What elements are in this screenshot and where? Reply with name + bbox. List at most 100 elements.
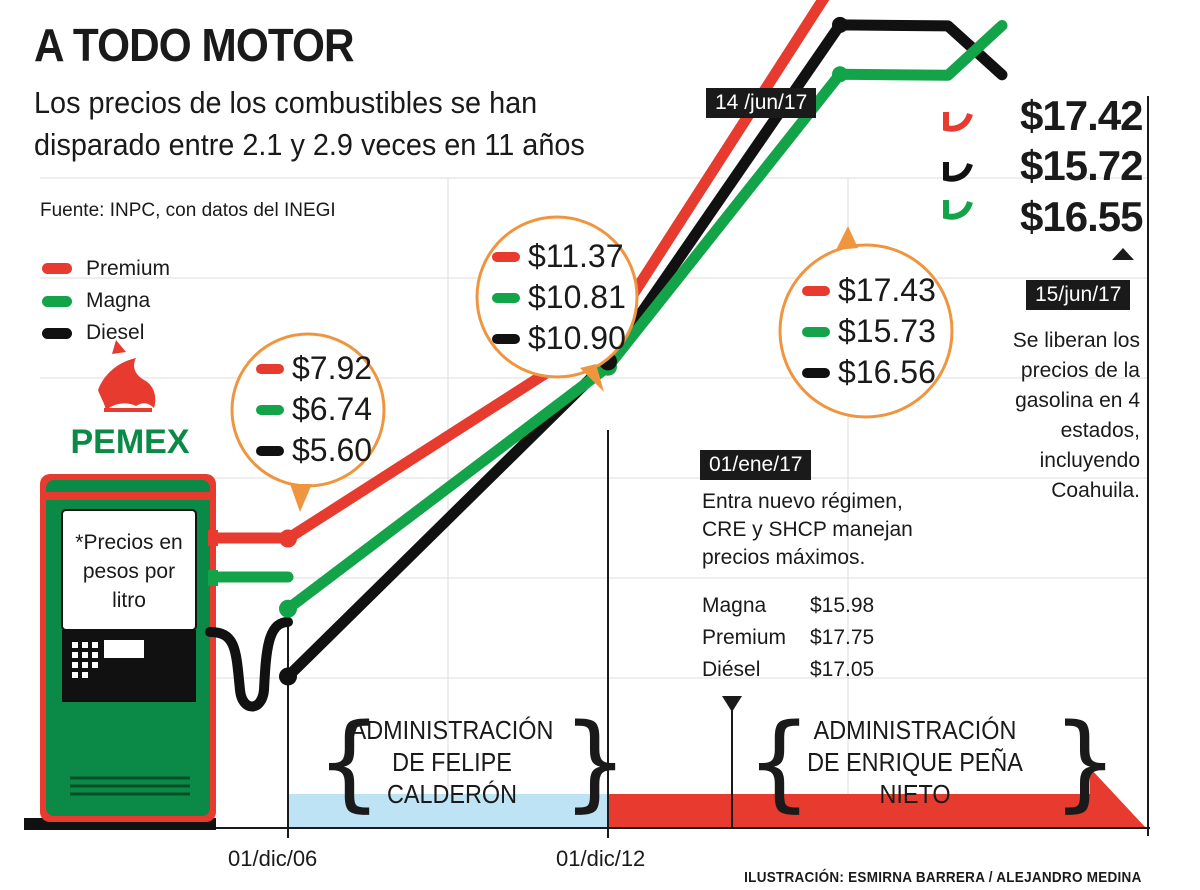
data-point-magna — [279, 599, 297, 618]
max-prices-table: Magna $15.98 Premium $17.75 Diésel $17.05 — [702, 590, 874, 686]
max-price-name: Premium — [702, 626, 787, 649]
max-price-value: $15.98 — [810, 594, 875, 617]
nozzle-hooks — [943, 112, 973, 220]
legend-swatch-diesel — [42, 327, 72, 339]
nozzle-hook-magna — [943, 200, 973, 220]
bubble-row-diesel: $5.60 — [256, 430, 372, 471]
pump-note: *Precios en pesos por litro — [75, 531, 183, 612]
source-note: Fuente: INPC, con datos del INEGI — [40, 200, 336, 221]
bubble-2017: $17.43 $15.73 $16.56 — [802, 270, 936, 393]
pena-band — [608, 768, 1146, 828]
marker-ene-17 — [722, 696, 742, 712]
date-box-14jun17: 14 /jun/17 — [706, 88, 817, 118]
braces: { } { } — [316, 701, 1118, 823]
illustration-credit: ILUSTRACIÓN: ESMIRNA BARRERA / ALEJANDRO… — [744, 869, 1142, 886]
data-point-diesel — [279, 667, 297, 686]
pump-vents — [70, 776, 190, 796]
bubble-swatch-diesel — [802, 367, 830, 378]
legend-label-magna: Magna — [86, 289, 151, 312]
bubble-row-diesel: $10.90 — [492, 318, 626, 359]
marker-jun-15 — [1112, 248, 1134, 260]
fuel-pump-icon — [24, 474, 293, 830]
data-point-premium — [279, 529, 297, 548]
brace-left-pena: { — [746, 701, 812, 823]
bubble-swatch-premium — [802, 285, 830, 296]
bubble-2017-pointer — [836, 226, 858, 250]
series-line-premium — [282, 0, 830, 545]
bubble-value: $10.81 — [528, 279, 626, 315]
note-01ene17: Entra nuevo régimen, CRE y SHCP manejan … — [702, 490, 913, 569]
bubble-2012: $11.37 $10.81 $10.90 — [492, 236, 626, 359]
admin-calderon-line-1: ADMINISTRACIÓN — [350, 715, 554, 745]
data-point-diesel — [832, 16, 848, 33]
chart-title: A TODO MOTOR — [34, 19, 355, 71]
bubble-swatch-magna — [802, 326, 830, 337]
admin-pena-line-2: DE ENRIQUE PEÑA NIETO — [807, 747, 1023, 809]
bubble-row-magna: $10.81 — [492, 277, 626, 318]
bubble-value: $7.92 — [292, 350, 373, 386]
max-price-value: $17.75 — [810, 626, 875, 649]
brace-right-calderon: } — [562, 701, 628, 823]
brace-right-pena: } — [1052, 701, 1118, 823]
pemex-logo-text: PEMEX — [70, 423, 189, 461]
bubble-2012-pointer — [580, 364, 604, 392]
max-price-row-magna: Magna $15.98 — [702, 590, 874, 622]
x-tick-label-2012: 01/dic/12 — [556, 846, 646, 871]
legend-swatch-premium — [42, 263, 72, 274]
bubble-value: $6.74 — [292, 391, 373, 427]
bubble-value: $15.73 — [838, 313, 936, 349]
admin-pena: ADMINISTRACIÓN DE ENRIQUE PEÑA NIETO — [785, 714, 1046, 810]
pump-stripe — [46, 492, 210, 500]
admin-calderon-line-2: DE FELIPE CALDERÓN — [386, 747, 518, 809]
pump-hose — [205, 617, 293, 712]
note-15jun17: Se liberan los precios de la gasolina en… — [1012, 329, 1140, 502]
bubble-row-premium: $7.92 — [256, 348, 372, 389]
nozzle-hook-diesel — [943, 162, 973, 182]
end-label-premium: $17.42 — [1020, 92, 1143, 139]
bubble-2006: $7.92 $6.74 $5.60 — [256, 348, 372, 471]
bubble-value: $5.60 — [292, 432, 373, 468]
max-price-name: Magna — [702, 594, 767, 617]
bubble-value: $16.56 — [838, 354, 936, 390]
bubble-value: $17.43 — [838, 272, 936, 308]
legend-label-diesel: Diesel — [86, 321, 145, 344]
legend: Premium Magna Diesel — [42, 252, 170, 349]
subtitle-line-2: disparado entre 2.1 y 2.9 veces en 11 añ… — [34, 127, 585, 162]
end-label-diesel: $15.72 — [1020, 142, 1143, 189]
bubble-swatch-diesel — [492, 333, 520, 344]
bubble-row-diesel: $16.56 — [802, 352, 936, 393]
max-price-value: $17.05 — [810, 658, 875, 681]
pemex-eagle-icon — [98, 340, 156, 412]
nozzle-hook-premium — [943, 112, 973, 132]
bubble-row-premium: $17.43 — [802, 270, 936, 311]
bubble-value: $10.90 — [528, 320, 626, 356]
bubble-swatch-magna — [492, 292, 520, 303]
bubble-swatch-premium — [492, 251, 520, 262]
date-box-15jun17: 15/jun/17 — [1026, 280, 1131, 310]
bubble-row-magna: $15.73 — [802, 311, 936, 352]
legend-label-premium: Premium — [86, 256, 171, 280]
legend-swatch-magna — [42, 295, 72, 307]
pump-display — [104, 640, 144, 658]
legend-item-diesel: Diesel — [42, 317, 170, 349]
calderon-band — [288, 794, 608, 828]
pump-keypad-icon — [72, 642, 98, 678]
admin-pena-line-1: ADMINISTRACIÓN — [813, 715, 1017, 745]
bubble-row-magna: $6.74 — [256, 389, 372, 430]
bubble-row-premium: $11.37 — [492, 236, 626, 277]
x-tick-label-2006: 01/dic/06 — [228, 846, 318, 871]
brace-left-calderon: { — [316, 701, 382, 823]
admin-calderon: ADMINISTRACIÓN DE FELIPE CALDERÓN — [344, 714, 560, 810]
bubble-swatch-diesel — [256, 445, 284, 456]
bubble-swatch-magna — [256, 404, 284, 415]
max-price-row-diesel: Diésel $17.05 — [702, 654, 874, 686]
legend-item-magna: Magna — [42, 285, 170, 317]
max-price-row-premium: Premium $17.75 — [702, 622, 874, 654]
bubble-2006-pointer — [290, 484, 312, 512]
end-label-magna: $16.55 — [1020, 193, 1143, 240]
bubble-value: $11.37 — [528, 238, 624, 274]
legend-item-premium: Premium — [42, 252, 170, 285]
bubble-swatch-premium — [256, 363, 284, 374]
data-point-magna — [832, 66, 848, 83]
chart-subtitle: Los precios de los combustibles se han d… — [34, 82, 629, 166]
